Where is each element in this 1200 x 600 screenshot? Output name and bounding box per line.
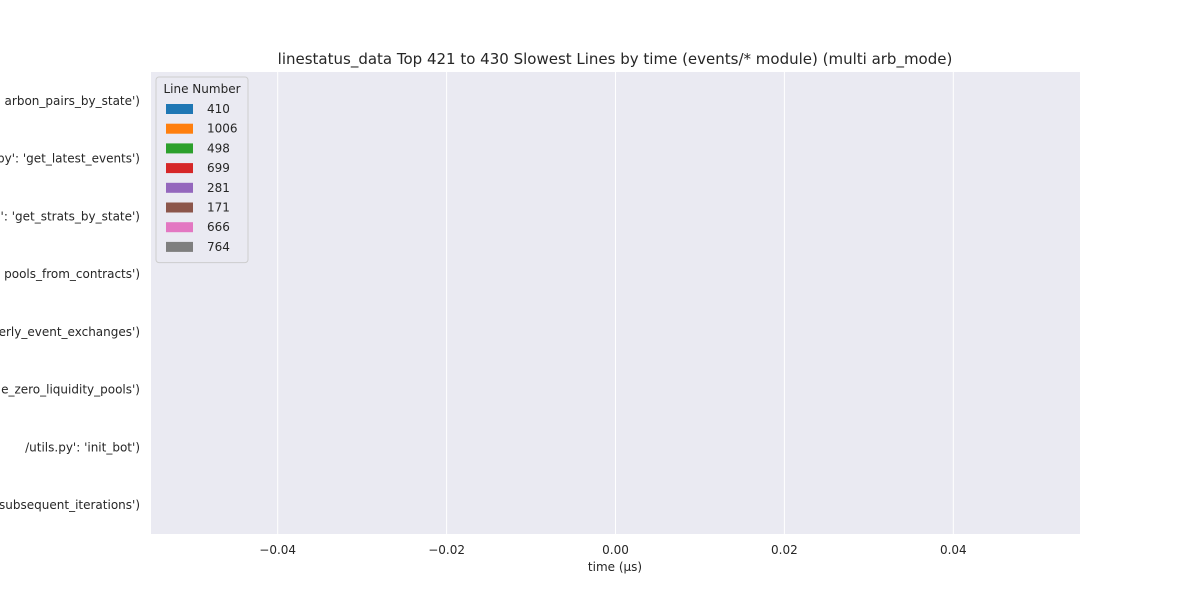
legend-label: 281	[207, 181, 230, 195]
chart-title: linestatus_data Top 421 to 430 Slowest L…	[278, 50, 953, 69]
x-tick-label: −0.02	[428, 543, 465, 557]
legend-swatch	[166, 104, 193, 114]
legend-label: 171	[207, 201, 230, 215]
x-axis-label: time (µs)	[588, 560, 642, 574]
y-tick-label: py': 'get_latest_events')	[0, 152, 140, 166]
legend-box	[155, 76, 249, 264]
legend-swatch	[166, 123, 193, 134]
y-tick-label: /utils.py': 'init_bot')	[25, 440, 140, 454]
legend-swatch	[166, 222, 193, 233]
legend-swatch	[166, 182, 193, 193]
grid-lines	[277, 72, 954, 534]
legend-title: Line Number	[163, 82, 240, 96]
legend-swatch	[166, 163, 193, 174]
legend-swatch	[166, 202, 193, 213]
y-tick-label: e_zero_liquidity_pools')	[1, 383, 140, 397]
legend-label: 1006	[207, 122, 238, 136]
legend-label: 699	[207, 161, 230, 175]
legend-swatch	[166, 241, 193, 252]
legend-label: 498	[207, 141, 230, 155]
legend-label: 410	[207, 102, 230, 116]
legend-swatch	[166, 143, 193, 154]
y-tick-label: pools_from_contracts')	[4, 267, 140, 281]
legend-label: 666	[207, 220, 230, 234]
y-tick-label: ': 'get_strats_by_state')	[1, 209, 140, 223]
y-axis-ticks: arbon_pairs_by_state') py': 'get_latest_e…	[0, 94, 140, 512]
legend-label: 764	[207, 240, 230, 254]
x-tick-label: −0.04	[259, 543, 296, 557]
y-tick-label: erly_event_exchanges')	[0, 325, 140, 339]
x-axis-ticks: −0.04 −0.02 0.00 0.02 0.04	[259, 543, 966, 557]
legend: Line Number 410 1006 498 699 281 171 666 764	[155, 76, 249, 264]
x-tick-label: 0.04	[940, 543, 967, 557]
x-tick-label: 0.02	[771, 543, 798, 557]
x-tick-label: 0.00	[602, 543, 629, 557]
y-tick-label: subsequent_iterations')	[0, 498, 140, 512]
y-tick-label: arbon_pairs_by_state')	[5, 94, 140, 108]
